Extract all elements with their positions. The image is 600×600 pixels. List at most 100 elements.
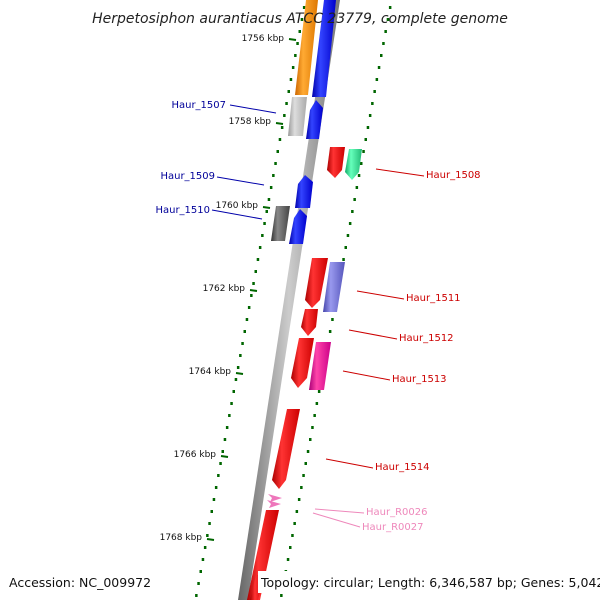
- scale-dot: [309, 438, 312, 441]
- scale-dot: [298, 30, 301, 33]
- scale-dot: [276, 150, 279, 153]
- gene-label-haur-1513[interactable]: Haur_1513: [392, 374, 447, 385]
- scale-dot: [283, 114, 286, 117]
- scale-dot: [199, 570, 202, 573]
- gene-arrow-blue-1510: [289, 209, 307, 244]
- scale-dot: [317, 390, 321, 393]
- gene-label-haur-1510[interactable]: Haur_1510: [155, 205, 210, 216]
- scale-dot: [346, 234, 350, 237]
- scale-dot: [247, 306, 251, 309]
- scale-dot: [360, 162, 363, 165]
- gene-label-haur-1508[interactable]: Haur_1508: [426, 170, 481, 181]
- scale-dot: [355, 186, 359, 189]
- gene-label-haur-r0026[interactable]: Haur_R0026: [366, 507, 428, 518]
- scale-dot: [221, 450, 224, 453]
- kbp-label: 1756 kbp: [242, 34, 285, 44]
- scale-dot: [210, 510, 213, 513]
- scale-dot: [362, 150, 365, 153]
- scale-dot: [261, 234, 264, 237]
- gene-label-haur-1507[interactable]: Haur_1507: [171, 100, 226, 111]
- scale-dot: [300, 18, 304, 21]
- scale-dot: [348, 222, 352, 225]
- scale-dot: [289, 546, 292, 549]
- gene-arrow-red-1514: [272, 409, 300, 489]
- gene-arrow-blue-top: [312, 0, 336, 97]
- scale-dot: [302, 474, 305, 477]
- gene-arrow-red-1513: [291, 338, 314, 388]
- kbp-labels: 1756 kbp 1758 kbp 1760 kbp 1762 kbp 1764…: [160, 34, 285, 543]
- scale-dot: [223, 438, 227, 441]
- scale-dot: [245, 318, 249, 321]
- scale-dot: [195, 594, 198, 597]
- scale-dot: [315, 402, 319, 405]
- scale-dot: [285, 102, 288, 105]
- gene-label-haur-1512[interactable]: Haur_1512: [399, 333, 454, 344]
- scale-dot: [306, 450, 310, 453]
- scale-dot: [267, 198, 271, 201]
- gene-arrow-red-small: [327, 147, 345, 178]
- gene-arrow-blue-1509: [295, 175, 313, 208]
- gene-arrow-violet: [323, 262, 345, 312]
- scale-dot: [254, 270, 257, 273]
- map-title: Herpetosiphon aurantiacus ATCC 23779, co…: [92, 11, 508, 27]
- scale-dot: [353, 198, 356, 201]
- scale-dot: [373, 90, 376, 93]
- kbp-label: 1768 kbp: [160, 533, 203, 543]
- scale-dot: [206, 534, 209, 537]
- gene-arrow-blue-1507: [306, 100, 323, 139]
- scale-dot: [265, 210, 268, 213]
- gene-label-haur-1511[interactable]: Haur_1511: [406, 293, 461, 304]
- gene-label-haur-1514[interactable]: Haur_1514: [375, 462, 430, 473]
- kbp-label: 1760 kbp: [216, 201, 259, 211]
- scale-dot: [232, 390, 235, 393]
- scale-dot: [328, 330, 332, 333]
- footer-topology: Topology: circular; Length: 6,346,587 bp…: [260, 575, 600, 590]
- footer-topology-backdrop: [258, 571, 596, 593]
- gene-arrow-magenta: [309, 342, 331, 390]
- scale-dot: [311, 426, 314, 429]
- scale-dot: [291, 534, 294, 537]
- scale-dot: [382, 42, 385, 45]
- scale-dot: [252, 282, 255, 285]
- scale-dot: [250, 294, 253, 297]
- scale-dot: [371, 102, 374, 105]
- scale-dot: [272, 174, 275, 177]
- scale-dot: [280, 594, 283, 597]
- kbp-label: 1766 kbp: [174, 450, 217, 460]
- gene-label-haur-1509[interactable]: Haur_1509: [160, 171, 215, 182]
- kbp-label: 1764 kbp: [189, 367, 232, 377]
- scale-dot: [357, 174, 361, 177]
- rna-chevron-r0027: [267, 500, 281, 508]
- scale-dot: [263, 222, 266, 225]
- scale-dot: [287, 90, 290, 93]
- scale-dot: [351, 210, 354, 213]
- scale-dot: [388, 6, 392, 9]
- scale-dot: [219, 462, 222, 465]
- scale-dot: [331, 318, 334, 321]
- scale-dot: [230, 402, 233, 405]
- scale-dot: [239, 354, 242, 357]
- scale-dot: [366, 126, 370, 129]
- scale-dot: [293, 522, 296, 525]
- scale-dot: [241, 342, 244, 345]
- scale-dot: [295, 510, 299, 513]
- scale-dot: [258, 246, 262, 249]
- scale-dot: [291, 66, 295, 69]
- scale-dot: [313, 414, 316, 417]
- gene-arrow-lightgray: [288, 97, 307, 136]
- scale-dot: [364, 138, 367, 141]
- label-leaders: [211, 104, 425, 528]
- scale-dot: [236, 366, 240, 369]
- gene-labels: Haur_1507 Haur_1509 Haur_1510 Haur_1508 …: [155, 100, 480, 533]
- scale-dot: [203, 546, 207, 549]
- gene-arrow-red-1511: [305, 258, 328, 308]
- gene-arrow-darkgray: [271, 206, 290, 241]
- scale-dot: [274, 162, 277, 165]
- gene-arrow-red-bottom: [247, 510, 279, 600]
- scale-dot: [377, 66, 381, 69]
- gene-label-haur-r0027[interactable]: Haur_R0027: [362, 522, 424, 533]
- gene-arrow-teal: [345, 149, 362, 180]
- scale-dot: [234, 378, 238, 381]
- scale-dot: [212, 498, 216, 501]
